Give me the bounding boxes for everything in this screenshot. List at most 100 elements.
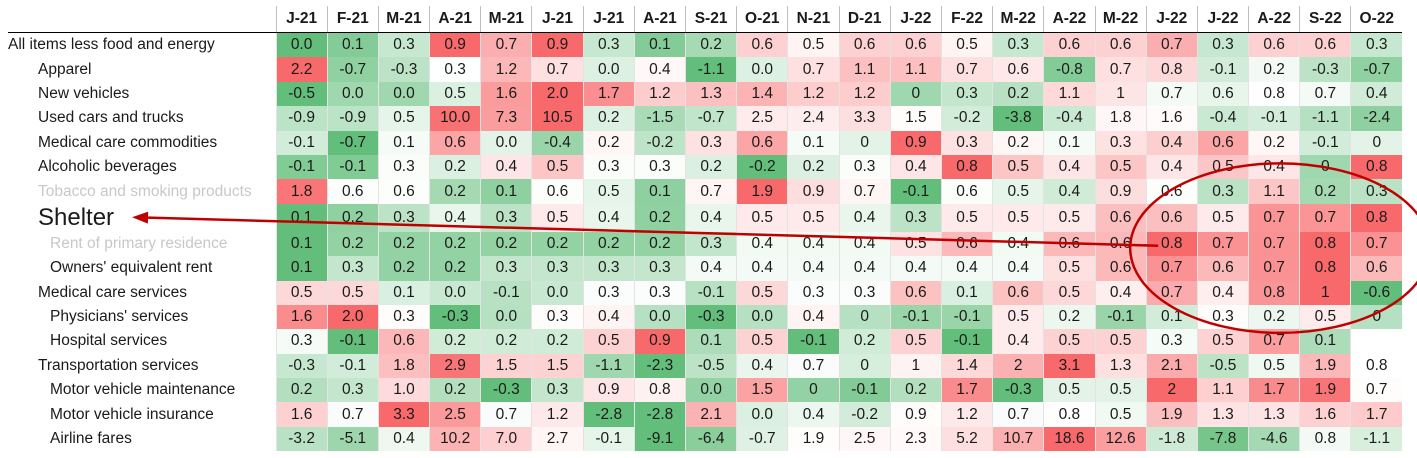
heat-cell: 0.7: [1145, 256, 1198, 281]
heat-cell: -0.1: [326, 353, 379, 379]
heat-cell: 0.5: [531, 203, 584, 232]
heat-cell: 0.5: [582, 329, 635, 354]
heat-cell: 0.5: [1196, 329, 1249, 354]
heat-cell: 0.1: [275, 231, 328, 257]
heat-cell: -0.1: [1248, 106, 1300, 131]
row-label: All items less food and energy: [8, 36, 215, 54]
heat-cell: 0.7: [1299, 203, 1351, 232]
heat-cell: 0.4: [992, 256, 1044, 281]
heat-cell: -4.6: [1248, 426, 1300, 452]
heat-cell: 0.0: [377, 81, 430, 107]
heat-cell: 0.2: [1248, 130, 1300, 155]
row-label: Transportation services: [38, 356, 199, 374]
heat-cell: 0.4: [1248, 154, 1300, 180]
heat-cell: 0.4: [429, 203, 481, 232]
heat-cell: 0.7: [1299, 81, 1351, 107]
heat-cell: 10.0: [429, 106, 481, 131]
cpi-heatmap-table: J-21 F-21 M-21 A-21 M-21 J-21 J-21 A-21 S-21 O-21…: [8, 6, 1403, 452]
heat-cell: 0.3: [940, 81, 993, 107]
heat-cell: 1.1: [1043, 81, 1095, 107]
heat-cell: 1.2: [787, 81, 840, 107]
heat-cell: 2: [1145, 378, 1198, 403]
heat-cell: 0.3: [1094, 130, 1147, 155]
heat-cell: 0.5: [1094, 378, 1147, 403]
heat-cell: 0.6: [1043, 231, 1095, 257]
heat-cell: 0.8: [1248, 280, 1300, 305]
heat-cell: -0.3: [429, 304, 481, 330]
table-row: Airline fares -3.2 -5.1 0.4 10.2 7.0 2.7 -0.1 -9…: [8, 426, 1403, 452]
heat-cell: 1.4: [940, 353, 993, 379]
heat-cell: 0.2: [992, 81, 1044, 107]
heat-cell: -0.2: [633, 130, 686, 155]
heat-cell: 0.2: [275, 378, 328, 403]
table-row: Motor vehicle insurance 1.6 0.7 3.3 2.5 0.7 1.…: [8, 402, 1403, 427]
heat-cell: -1.1: [582, 353, 635, 379]
column-header: O-21: [736, 6, 788, 33]
heat-cell: 0.8: [1350, 154, 1403, 180]
heat-cell: 0.0: [275, 32, 328, 58]
heat-cell: -0.4: [1196, 106, 1249, 131]
heat-cell: 0.2: [684, 154, 737, 180]
heat-cell: 0.3: [787, 280, 840, 305]
heat-cell: 10.5: [531, 106, 584, 131]
heat-cell: 0.1: [1299, 329, 1351, 354]
heat-cell: 0.7: [1248, 329, 1300, 354]
heat-cell: 0.1: [940, 280, 993, 305]
heat-cell: -6.4: [684, 426, 737, 452]
heat-cell: -0.1: [838, 378, 891, 403]
heat-cell: 1.8: [377, 353, 430, 379]
table-row: Owners' equivalent rent 0.1 0.3 0.2 0.2 0.3 0.…: [8, 256, 1403, 281]
heat-cell: 0.5: [940, 32, 993, 58]
heat-cell: -0.8: [1043, 57, 1095, 82]
heat-cell: 0.4: [736, 231, 788, 257]
heat-cell: 0.8: [1350, 203, 1403, 232]
heat-cell: 0.3: [838, 154, 891, 180]
row-label: Medical care services: [38, 283, 188, 301]
heat-cell: 0.6: [326, 179, 379, 204]
heat-cell: 5.2: [940, 426, 993, 452]
heat-cell: 0.3: [889, 203, 942, 232]
heat-cell: 0.4: [787, 402, 840, 427]
heat-cell: 0.6: [1350, 256, 1403, 281]
heat-cell: 0.7: [684, 179, 737, 204]
heat-cell: -0.1: [275, 130, 328, 155]
heat-cell: 0.5: [1043, 256, 1095, 281]
row-label: Motor vehicle maintenance: [50, 381, 236, 399]
heat-cell: 0.6: [838, 32, 891, 58]
column-header: F-22: [940, 6, 993, 33]
heat-cell: 0.7: [1350, 378, 1403, 403]
heat-cell: 0.2: [684, 32, 737, 58]
table-row: Physicians' services 1.6 2.0 0.3 -0.3 0.0 0.3 0…: [8, 304, 1403, 330]
heat-cell: -0.1: [275, 154, 328, 180]
heat-cell: 0.3: [429, 57, 481, 82]
heat-cell: 0.2: [787, 154, 840, 180]
heat-cell: 0.6: [1094, 256, 1147, 281]
row-label: Motor vehicle insurance: [50, 405, 214, 423]
heat-cell: 0.0: [429, 280, 481, 305]
heat-cell: 0.2: [429, 256, 481, 281]
heat-cell: -1.1: [1350, 426, 1403, 452]
heat-cell: 0.3: [582, 154, 635, 180]
table-row: Tobacco and smoking products 1.8 0.6 0.6 0.2…: [8, 179, 1403, 204]
heat-cell: 0.7: [480, 402, 532, 427]
heat-cell: 0.0: [736, 304, 788, 330]
heat-cell: -0.7: [684, 106, 737, 131]
heat-cell: 0.5: [992, 179, 1044, 204]
column-header: O-22: [1350, 6, 1403, 33]
heat-cell: 1.7: [1350, 402, 1403, 427]
heat-cell: -0.3: [480, 378, 532, 403]
heat-cell: 0.7: [480, 32, 532, 58]
heat-cell: 0.2: [992, 130, 1044, 155]
heat-cell: -0.2: [736, 154, 788, 180]
column-header: N-21: [787, 6, 840, 33]
heat-cell: -0.9: [326, 106, 379, 131]
heat-cell: 7.0: [480, 426, 532, 452]
table-row: New vehicles -0.5 0.0 0.0 0.5 1.6 2.0 1.7 1.2 1.3…: [8, 81, 1403, 107]
column-header: S-22: [1299, 6, 1351, 33]
heat-cell: 0.6: [1094, 32, 1147, 58]
column-header: A-21: [633, 6, 686, 33]
heat-cell: 0.3: [1196, 304, 1249, 330]
heat-cell: 0.7: [1145, 32, 1198, 58]
heat-cell: 0.4: [1145, 130, 1198, 155]
heat-cell: 0.7: [326, 402, 379, 427]
